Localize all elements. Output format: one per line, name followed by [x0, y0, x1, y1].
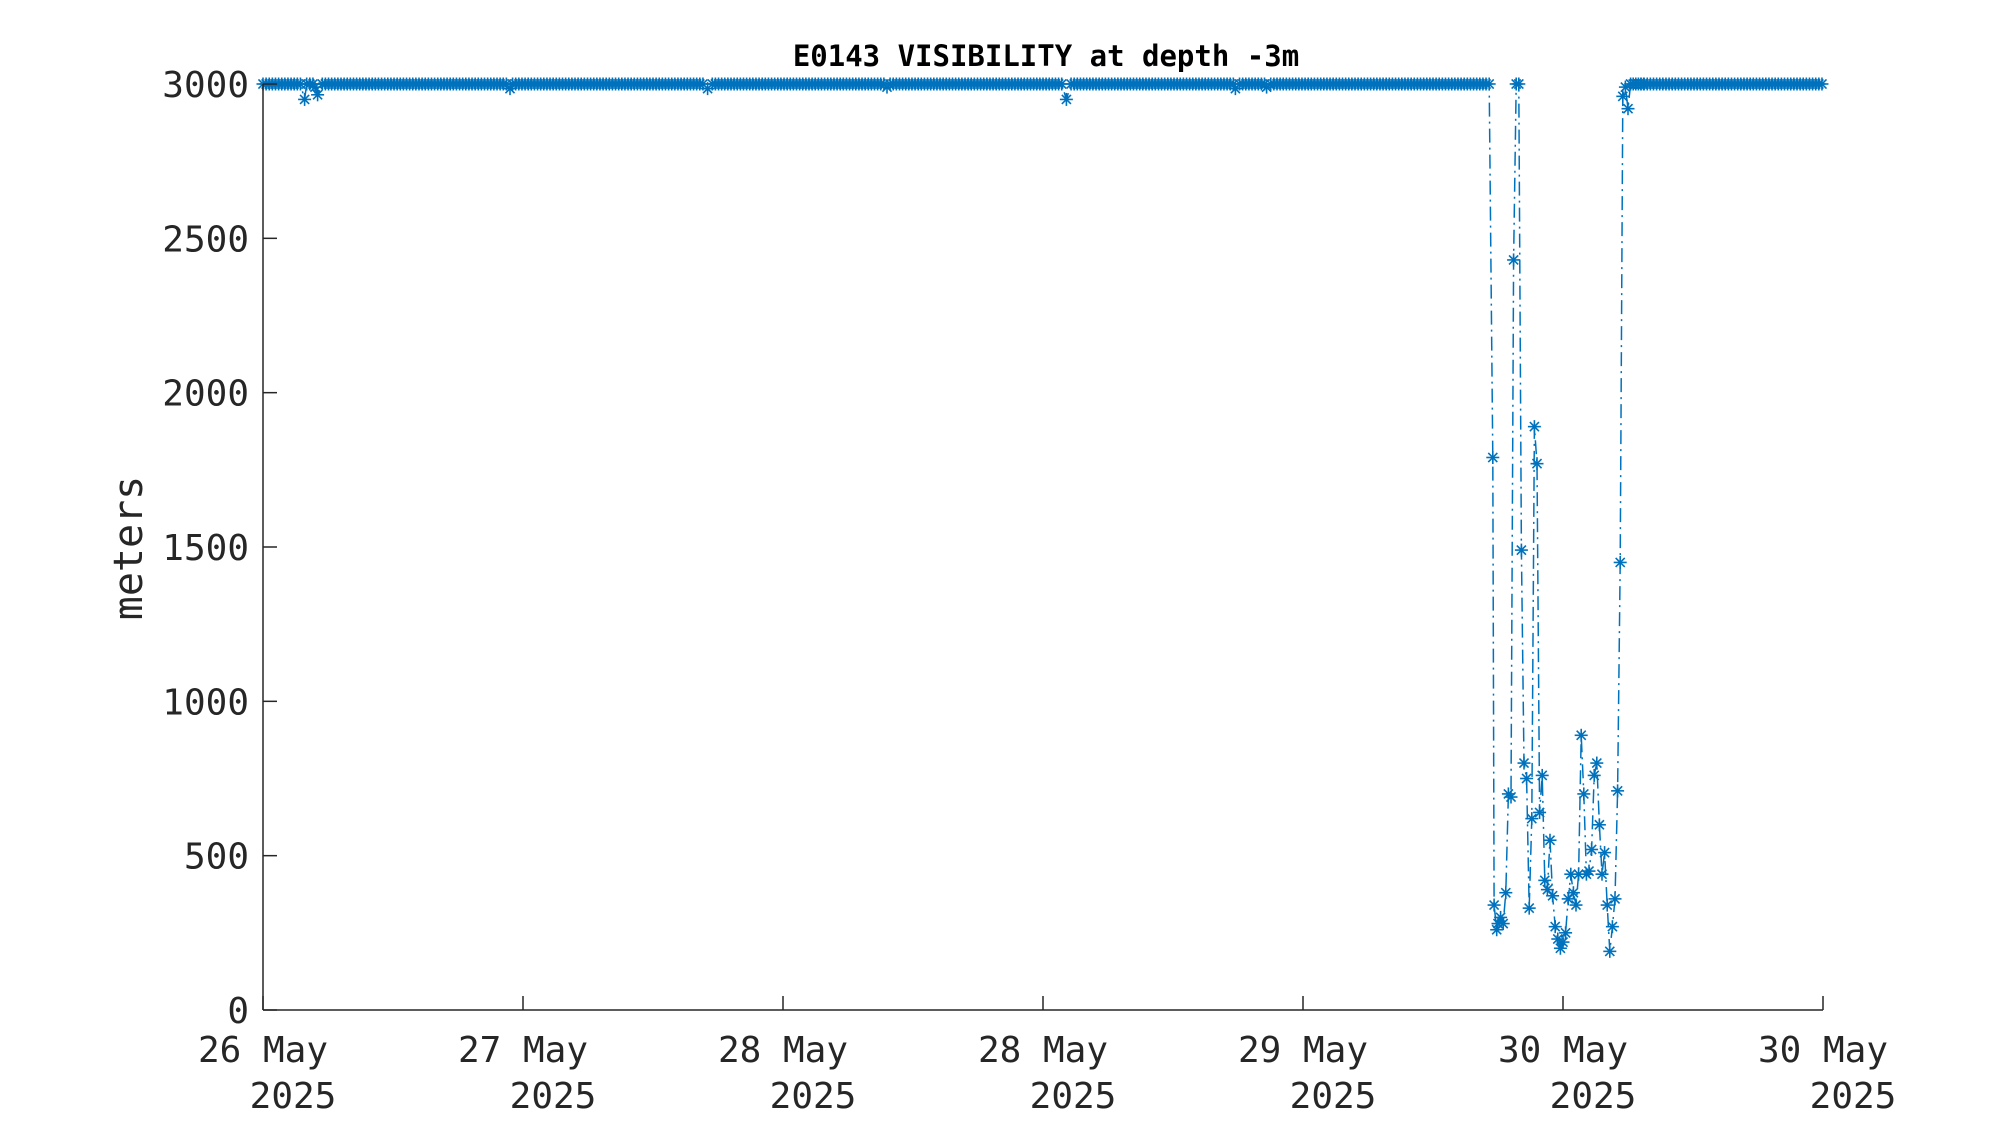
data-point: [1530, 457, 1544, 471]
data-point: [1517, 756, 1531, 770]
data-point: [1605, 920, 1619, 934]
data-point: [1548, 920, 1562, 934]
data-point: [1059, 92, 1073, 106]
x-tick-year: 2025: [1810, 1076, 1897, 1117]
data-point: [298, 92, 312, 106]
data-point: [1590, 756, 1604, 770]
data-point: [1543, 833, 1557, 847]
data-point: [1499, 886, 1513, 900]
data-point: [1595, 867, 1609, 881]
data-point: [1616, 89, 1630, 103]
data-point: [1566, 886, 1580, 900]
x-tick-label: 27 May: [458, 1030, 588, 1071]
x-tick-label: 28 May: [978, 1030, 1108, 1071]
x-tick-year: 2025: [770, 1076, 857, 1117]
x-tick-year: 2025: [1550, 1076, 1637, 1117]
data-point: [1569, 898, 1583, 912]
data-point: [1512, 77, 1526, 91]
data-point: [1815, 77, 1829, 91]
data-point: [1592, 818, 1606, 832]
data-point: [1486, 450, 1500, 464]
x-tick-year: 2025: [510, 1076, 597, 1117]
x-tick-label: 30 May: [1758, 1030, 1888, 1071]
data-point: [1598, 846, 1612, 860]
y-tick-label: 0: [227, 991, 249, 1032]
y-tick-label: 2000: [162, 374, 249, 415]
data-point: [1514, 543, 1528, 557]
y-tick-label: 500: [184, 837, 249, 878]
data-point: [1600, 898, 1614, 912]
x-tick-year: 2025: [1290, 1076, 1377, 1117]
data-point: [1608, 892, 1622, 906]
data-point: [1611, 784, 1625, 798]
data-point: [1621, 102, 1635, 116]
y-tick-label: 2500: [162, 219, 249, 260]
x-tick-label: 26 May: [198, 1030, 328, 1071]
data-point: [1603, 944, 1617, 958]
data-point: [1613, 555, 1627, 569]
x-axis-ticks: 26 May 2025 27 May 2025 28 May 2025 28 May 2025…: [198, 996, 1896, 1117]
data-point: [1527, 420, 1541, 434]
data-point: [1496, 917, 1510, 931]
y-tick-label: 1000: [162, 682, 249, 723]
data-point: [1551, 932, 1565, 946]
data-point: [1482, 77, 1496, 91]
data-point: [1487, 898, 1501, 912]
data-point: [1546, 889, 1560, 903]
chart-title: E0143 VISIBILITY at depth -3m: [793, 39, 1299, 73]
x-tick-label: 28 May: [718, 1030, 848, 1071]
data-point: [1582, 864, 1596, 878]
data-point: [1556, 935, 1570, 949]
y-tick-label: 1500: [162, 528, 249, 569]
data-point: [1504, 790, 1518, 804]
data-point: [1520, 772, 1534, 785]
x-tick-label: 30 May: [1498, 1030, 1628, 1071]
y-tick-label: 3000: [162, 65, 249, 106]
x-tick-year: 2025: [1030, 1076, 1117, 1117]
data-point: [1538, 873, 1552, 887]
y-axis-ticks: 0 500 1000 1500 2000 2500 3000: [162, 65, 277, 1032]
data-point: [1574, 728, 1588, 742]
data-point: [1533, 805, 1547, 819]
data-point: [1507, 253, 1521, 267]
y-axis-label: meters: [106, 476, 152, 621]
data-point: [311, 88, 325, 102]
data-point: [1585, 842, 1599, 856]
data-point: [1577, 787, 1591, 801]
data-point: [1587, 768, 1601, 782]
x-tick-label: 29 May: [1238, 1030, 1368, 1071]
data-point: [1522, 901, 1536, 915]
marker-layer: [256, 77, 1829, 958]
data-point: [1525, 812, 1539, 826]
data-point: [1559, 926, 1573, 940]
series-layer: [263, 83, 1822, 952]
x-tick-year: 2025: [250, 1076, 337, 1117]
data-point: [1535, 768, 1549, 782]
series-line: [263, 83, 1822, 952]
